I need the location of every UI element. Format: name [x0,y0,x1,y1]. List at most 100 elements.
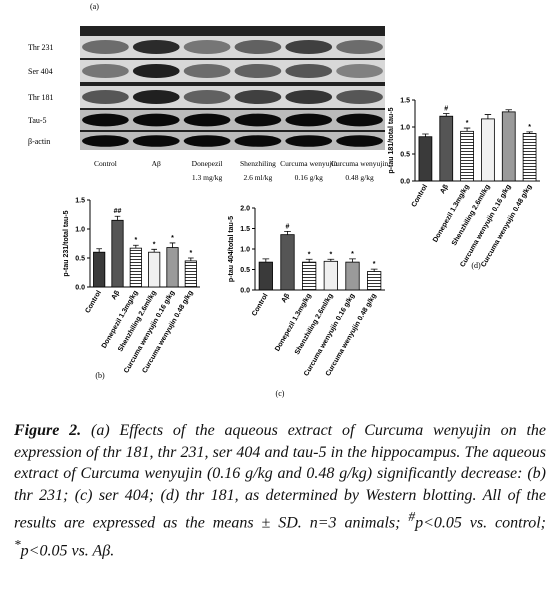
lane-label: Control [94,159,117,168]
y-tick-label: 1.0 [240,247,250,254]
x-tick-label: Control [411,183,430,208]
blot-band [183,135,231,147]
bar [166,247,179,288]
error-bar [526,131,533,134]
lane-label: Aβ [152,159,161,168]
lane-label: Curcuma wenyujin [280,159,338,168]
lane-label: Shenzhiling [240,159,276,168]
blot-band [132,135,180,147]
y-tick-label: 1.0 [75,227,85,234]
y-tick-label: 0.5 [400,152,410,159]
error-bar [169,242,176,248]
x-tick-label: Control [251,292,270,317]
y-tick-label: 1.0 [400,125,410,132]
error-bar [96,248,103,253]
blot-band [285,135,333,147]
significance-mark: * [134,237,137,244]
y-tick-label: 1.5 [240,226,250,233]
lane-dose: 0.16 g/kg [295,173,324,182]
blot-band [234,39,282,55]
caption: Figure 2. (a) Effects of the aqueous ext… [14,420,546,562]
blot-band [82,89,129,105]
blot-band [285,39,333,55]
panel-label: (a) [90,2,99,11]
blot-band [183,39,231,55]
y-tick-label: 0.0 [240,288,250,295]
blot-band [285,89,333,105]
bar [418,136,433,182]
error-bar [114,215,121,221]
y-axis-label: p-tau 231/total tau-5 [63,210,70,276]
y-tick-label: 0.0 [400,179,410,186]
significance-mark: * [171,235,174,242]
error-bar [443,113,450,117]
significance-mark: * [189,250,192,257]
significance-mark: * [373,261,376,268]
bar [501,111,516,182]
error-bar [463,127,471,132]
lane-label: Curcuma wenyujin [331,159,389,168]
y-tick-label: 1.5 [75,198,85,205]
significance-mark: * [351,251,354,258]
significance-mark: # [286,223,290,230]
error-bar [262,258,270,263]
blot-band [132,63,180,79]
y-tick-label: 0.5 [240,267,250,274]
panel-label: (b) [95,371,105,380]
error-bar [484,114,492,119]
significance-mark: * [153,241,156,248]
x-tick-label: Donepezil 1.3mg/kg [432,184,471,244]
blot-band [285,63,333,79]
panel-label: (c) [276,389,285,398]
error-bar [505,109,512,112]
significance-mark: * [466,120,469,127]
blot-row-label: Tau-5 [28,116,47,125]
blot-band [183,89,231,105]
y-axis-label: p-tau 181/total tau-5 [388,107,395,173]
blot-row-label: Thr 181 [28,93,54,102]
blot-band [183,63,231,79]
error-bar [305,258,313,263]
x-tick-label: Shenzhiling 2.6ml/kg [451,184,492,247]
bar [439,115,454,182]
bar [460,130,474,182]
bar [184,260,197,288]
x-tick-label: Control [84,289,103,314]
error-bar [422,133,429,137]
significance-mark: * [308,251,311,258]
bar [345,261,360,291]
significance-mark: * [329,251,332,258]
blot-band [82,63,129,79]
lane-dose: 2.6 ml/kg [244,173,273,182]
blot-row-label: Ser 404 [28,67,53,76]
blot-band [336,89,383,105]
blot-band [82,113,129,127]
y-tick-label: 1.5 [400,98,410,105]
y-tick-label: 2.0 [240,206,250,213]
caption-text: p<0.05 vs. control; [415,514,546,532]
significance-mark: # [444,106,448,113]
x-tick-label: Aβ [281,292,292,304]
lane-dose: 1.3 mg/kg [192,173,223,182]
x-tick-label: Shenzhiling 2.6ml/kg [294,293,335,356]
lane-label: Donepezil [192,159,223,168]
y-tick-label: 0.5 [75,256,85,263]
bar [148,251,161,288]
significance-mark: ## [114,208,122,215]
caption-text: p<0.05 vs. Aβ. [20,542,115,560]
significance-mark: * [528,124,531,131]
blot-band [234,135,282,147]
bar [323,260,338,291]
blot-band [336,135,383,147]
figure-graphics: (a) Thr 231 Ser 404 Thr 181 Tau-5 β-actin Con… [28,2,540,398]
blot-band [336,113,383,127]
bar [93,251,106,288]
blot-band [132,113,180,127]
y-axis-label: p-tau 404/total tau-5 [228,216,235,282]
caption-label: Figure 2. [14,422,82,439]
error-bar [327,258,335,262]
bar [522,133,537,182]
blot-band [183,113,231,127]
blot-band [336,63,383,79]
